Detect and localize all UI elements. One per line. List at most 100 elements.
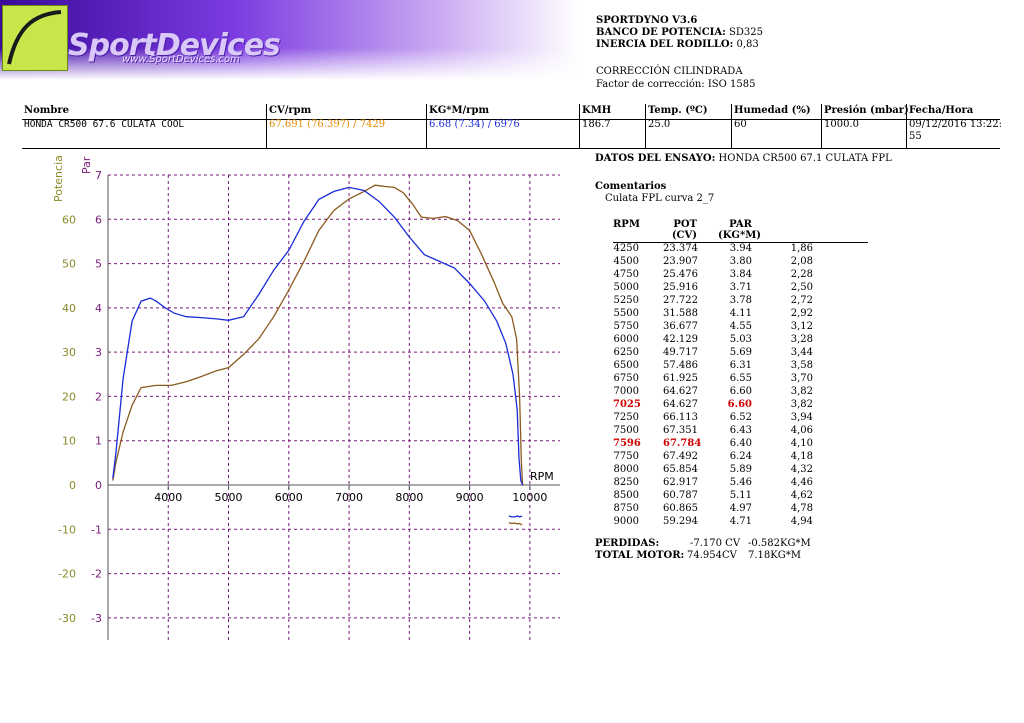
x-tick-label: 7000 (335, 491, 363, 504)
cell-rpm: 7750 (613, 451, 639, 462)
cell-par: 4.55 (729, 321, 752, 332)
dyno-chart: 4000 5000 6000 7000 8000 9000 1000060504030201… (52, 155, 560, 640)
cell-par: 5.03 (729, 334, 752, 345)
cell-ratio: 4,46 (790, 477, 813, 488)
cell-pot: 36.677 (663, 321, 698, 332)
cell-par: 3.84 (729, 269, 752, 280)
cell-ratio: 3,82 (790, 399, 813, 410)
cell-ratio: 3,94 (790, 412, 813, 423)
run-fecha-cont: 55 (909, 131, 922, 142)
perdidas-kgm: -0.582KG*M (748, 538, 811, 549)
cell-ratio: 3,28 (790, 334, 813, 345)
run-table-header: Nombre CV/rpm KG*M/rpm KMH Temp. (ºC) Hu… (22, 104, 1000, 120)
cell-pot: 64.627 (663, 386, 698, 397)
cell-par: 5.46 (729, 477, 752, 488)
banner-fade (0, 48, 580, 80)
series-line (112, 186, 524, 486)
y2-tick-label: 0 (95, 479, 102, 492)
cell-par: 6.60 (729, 386, 752, 397)
cell-rpm: 5250 (613, 295, 639, 306)
cell-ratio: 2,92 (790, 308, 813, 319)
cell-par: 6.43 (729, 425, 752, 436)
cell-par: 5.69 (729, 347, 752, 358)
cell-par: 4.71 (729, 516, 752, 527)
cell-rpm: 8250 (613, 477, 639, 488)
cell-ratio: 4,94 (790, 516, 813, 527)
cell-ratio: 2,08 (790, 256, 813, 267)
cell-ratio: 3,44 (790, 347, 813, 358)
cell-par: 3.94 (729, 243, 752, 254)
cell-pot: 66.113 (663, 412, 698, 423)
comments-label: Comentarios (595, 181, 667, 192)
y1-tick-label: 50 (62, 258, 76, 271)
x-tick-label: 4000 (154, 491, 182, 504)
cell-ratio: 4,32 (790, 464, 813, 475)
cell-rpm: 8500 (613, 490, 639, 501)
cell-ratio: 4,78 (790, 503, 813, 514)
col-presion: Presión (mbar) (824, 105, 909, 116)
cell-par: 3.78 (729, 295, 752, 306)
cell-par: 6.60 (727, 399, 752, 410)
cell-rpm: 8000 (613, 464, 639, 475)
app-title: SPORTDYNO V3.6 (596, 15, 698, 26)
cell-par: 3.80 (729, 256, 752, 267)
cell-pot: 23.907 (663, 256, 698, 267)
y2-axis-title: Par (80, 156, 93, 174)
y1-tick-label: 20 (62, 390, 76, 403)
series-line (508, 521, 523, 526)
logo-text: SportDevices (68, 28, 281, 63)
perdidas-label: PERDIDAS: (595, 538, 660, 549)
cell-pot: 31.588 (663, 308, 698, 319)
y1-tick-label: -20 (58, 568, 76, 581)
cell-par: 3.71 (729, 282, 752, 293)
cell-pot: 64.627 (663, 399, 698, 410)
run-temp: 25.0 (648, 119, 671, 130)
cell-ratio: 4,06 (790, 425, 813, 436)
cell-rpm: 6750 (613, 373, 639, 384)
cell-par: 6.31 (729, 360, 752, 371)
cell-rpm: 8750 (613, 503, 639, 514)
logo-url: www.SportDevices.com (122, 54, 240, 65)
y2-tick-label: 1 (95, 435, 102, 448)
col-humedad: Humedad (%) (734, 105, 811, 116)
cell-rpm: 7025 (613, 399, 641, 410)
col-kgm: KG*M/rpm (429, 105, 490, 116)
correccion-line: CORRECCIÓN CILINDRADA (596, 66, 743, 77)
y1-tick-label: 60 (62, 213, 76, 226)
cell-rpm: 5000 (613, 282, 639, 293)
series-line (112, 184, 524, 486)
cell-pot: 67.784 (663, 438, 702, 449)
cell-par: 4.97 (729, 503, 752, 514)
cell-rpm: 9000 (613, 516, 639, 527)
col-nombre: Nombre (24, 105, 70, 116)
run-cv: 67.691 (76.397) / 7429 (269, 119, 386, 130)
y1-axis-title: Potencia (52, 155, 65, 202)
cell-ratio: 2,28 (790, 269, 813, 280)
y2-tick-label: 3 (95, 346, 102, 359)
cell-ratio: 4,18 (790, 451, 813, 462)
col-temp: Temp. (ºC) (648, 105, 708, 116)
cell-pot: 25.916 (663, 282, 698, 293)
total-kgm: 7.18KG*M (748, 550, 801, 561)
cell-pot: 67.351 (663, 425, 698, 436)
chart-axes (107, 175, 560, 640)
header-rpm: RPM (613, 219, 640, 230)
y1-tick-label: 10 (62, 435, 76, 448)
total-cv: 74.954CV (687, 550, 737, 561)
y1-tick-label: 0 (69, 479, 76, 492)
col-cv: CV/rpm (269, 105, 312, 116)
factor-line: Factor de corrección: ISO 1585 (596, 79, 756, 90)
y1-tick-label: -30 (58, 612, 76, 625)
cell-rpm: 4500 (613, 256, 639, 267)
cell-pot: 57.486 (663, 360, 698, 371)
cell-pot: 25.476 (663, 269, 698, 280)
header-par: PAR (729, 219, 752, 230)
y2-tick-label: 7 (95, 169, 102, 182)
y1-tick-label: -10 (58, 523, 76, 536)
run-kgm: 6.68 (7.34) / 6976 (429, 119, 520, 130)
cell-pot: 23.374 (663, 243, 698, 254)
run-fecha: 09/12/2016 13:22: (909, 119, 1003, 130)
header-pot: POT (673, 219, 697, 230)
points-header-rule (613, 242, 868, 243)
y2-tick-label: 6 (95, 213, 102, 226)
